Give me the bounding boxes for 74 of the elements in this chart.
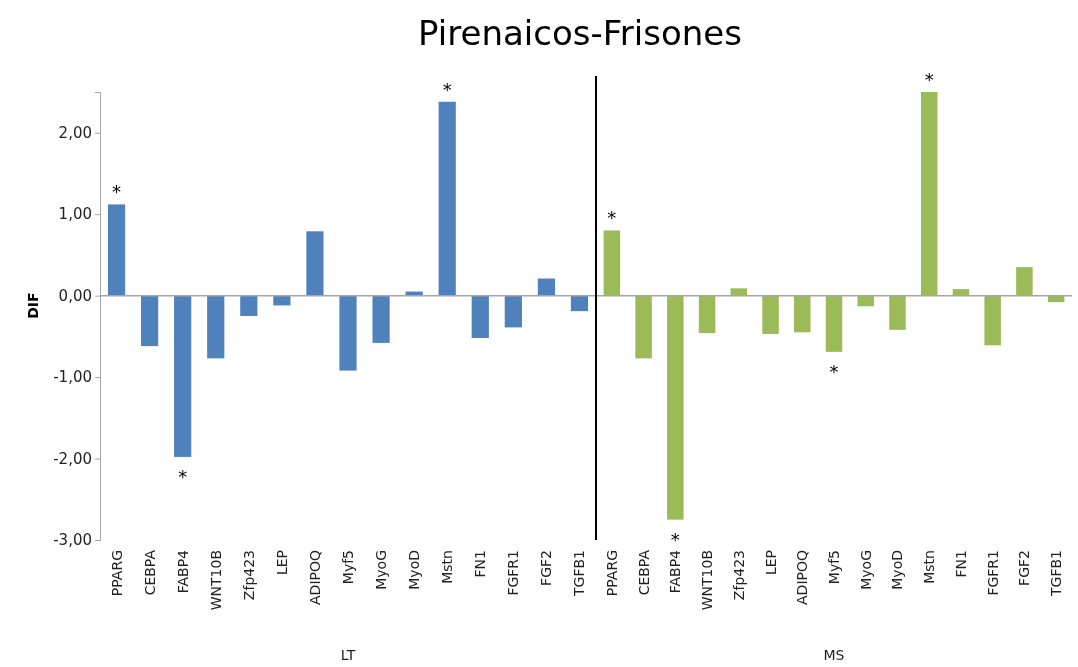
x-tick-label: FGFR1 (505, 550, 522, 596)
x-tick-label: TGFB1 (571, 550, 588, 597)
x-tick-label: FGF2 (538, 550, 555, 586)
x-tick-label: LEP (273, 550, 290, 576)
bar (762, 295, 779, 334)
annotation: * (924, 69, 934, 90)
x-tick-label: MyoG (373, 550, 390, 590)
x-tick-label: FABP4 (667, 549, 684, 594)
x-tick-label: CEBPA (141, 549, 158, 596)
x-tick-label: PPARG (108, 550, 125, 597)
x-tick-label: FGFR1 (984, 550, 1001, 596)
bar (471, 295, 489, 338)
x-tick-label: FN1 (952, 550, 969, 578)
y-tick-label: -2,00 (53, 449, 92, 468)
x-tick-label: Mstn (439, 550, 456, 584)
x-tick-label: Myf5 (826, 550, 842, 585)
bar (207, 295, 225, 359)
bar (730, 288, 748, 296)
y-tick-label: 1,00 (58, 205, 92, 224)
x-tick-label: FN1 (472, 550, 489, 578)
bar (240, 295, 258, 316)
y-axis-title: DIF (25, 292, 41, 319)
bar (825, 295, 843, 352)
annotation: * (112, 181, 122, 203)
x-tick-label: PPARG (603, 550, 620, 597)
y-tick-label: -1,00 (53, 368, 92, 387)
x-tick-label: ADIPOQ (794, 550, 811, 605)
bar (273, 295, 291, 306)
bar (537, 278, 555, 296)
x-tick-label: MyoG (857, 550, 874, 590)
bar (339, 295, 357, 371)
x-tick-label: MyoD (406, 550, 423, 590)
bar (889, 295, 906, 330)
x-tick-label: CEBPA (635, 549, 652, 596)
bar (438, 101, 456, 296)
bar (1016, 267, 1033, 296)
x-tick-label: Zfp423 (730, 550, 747, 601)
y-tick-label: 0,00 (58, 286, 92, 305)
bar (635, 295, 652, 359)
x-tick-label: WNT10B (699, 550, 716, 611)
bar (141, 295, 159, 347)
annotation: * (829, 360, 839, 382)
bar (603, 230, 621, 296)
x-tick-label: Mstn (921, 550, 938, 584)
bar (107, 204, 126, 296)
x-tick-label: MyoD (889, 550, 906, 590)
annotation: * (178, 465, 188, 487)
bar (667, 295, 684, 520)
bar (920, 92, 938, 296)
annotation: * (442, 78, 452, 100)
annotation: * (670, 528, 680, 550)
bar (794, 295, 811, 333)
y-tick-label: 2,00 (58, 124, 92, 143)
x-tick-label: FABP4 (174, 549, 191, 594)
bar (372, 295, 390, 343)
bar (984, 295, 1001, 346)
bar (698, 295, 716, 334)
x-tick-label: Zfp423 (240, 550, 257, 601)
x-tick-label: LEP (762, 550, 779, 576)
bar (306, 231, 324, 296)
x-axis-title: MS (823, 647, 845, 663)
x-tick-label: Myf5 (340, 550, 356, 585)
x-tick-label: FGF2 (1016, 550, 1033, 586)
chart-title: Pirenaicos-Frisones (418, 13, 742, 53)
bar (857, 295, 874, 307)
x-tick-label: TGFB1 (1048, 550, 1065, 597)
x-tick-label: ADIPOQ (306, 550, 323, 605)
bar (504, 295, 522, 328)
annotation: * (607, 207, 617, 229)
x-axis-title: LT (340, 647, 356, 663)
x-tick-label: WNT10B (207, 550, 224, 611)
y-tick-label: -3,00 (53, 531, 92, 550)
bar (570, 295, 589, 312)
bar (174, 295, 192, 457)
